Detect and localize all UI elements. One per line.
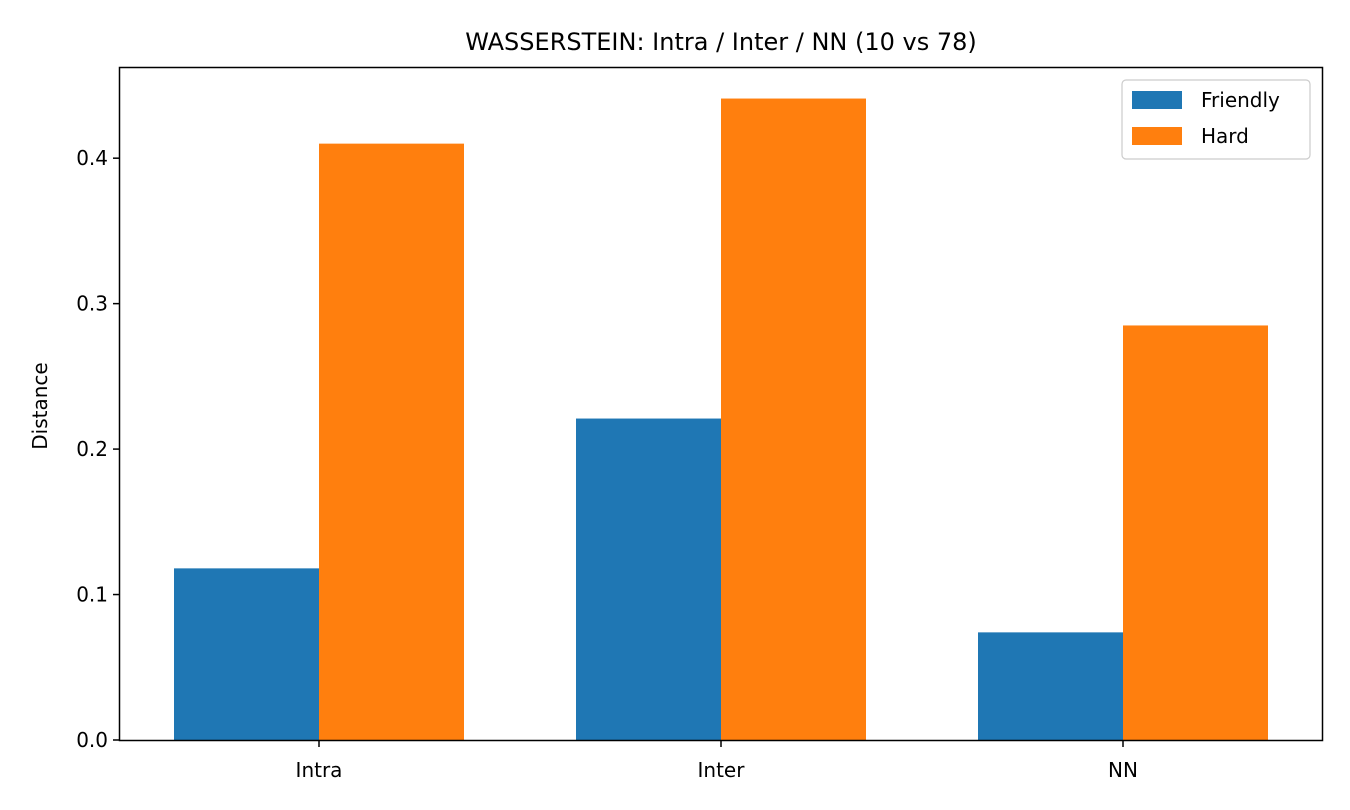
x-tick-label-intra: Intra	[296, 758, 343, 782]
y-axis-label: Distance	[28, 362, 52, 449]
bar-friendly-inter	[576, 418, 721, 740]
bar-friendly-nn	[978, 632, 1123, 740]
legend-label-friendly: Friendly	[1201, 88, 1280, 112]
legend: Friendly Hard	[1121, 79, 1311, 160]
y-tick-label: 0.4	[76, 146, 108, 170]
legend-swatch-hard	[1132, 127, 1182, 145]
y-tick-label: 0.3	[76, 292, 108, 316]
y-tick-label: 0.1	[76, 583, 108, 607]
bar-hard-inter	[721, 98, 866, 740]
y-axis: 0.0 0.1 0.2 0.3 0.4	[76, 146, 120, 752]
y-tick-label: 0.0	[76, 728, 108, 752]
bar-friendly-intra	[174, 568, 319, 740]
x-tick-label-inter: Inter	[698, 758, 746, 782]
legend-swatch-friendly	[1132, 91, 1182, 109]
x-tick-label-nn: NN	[1108, 758, 1138, 782]
y-tick-label: 0.2	[76, 437, 108, 461]
x-axis: Intra Inter NN	[296, 740, 1138, 782]
bars-group	[174, 98, 1268, 741]
bar-hard-intra	[319, 143, 464, 741]
legend-label-hard: Hard	[1201, 124, 1249, 148]
bar-hard-nn	[1123, 325, 1268, 740]
chart-title: WASSERSTEIN: Intra / Inter / NN (10 vs 7…	[465, 28, 977, 56]
plot-frame	[118, 66, 1324, 742]
